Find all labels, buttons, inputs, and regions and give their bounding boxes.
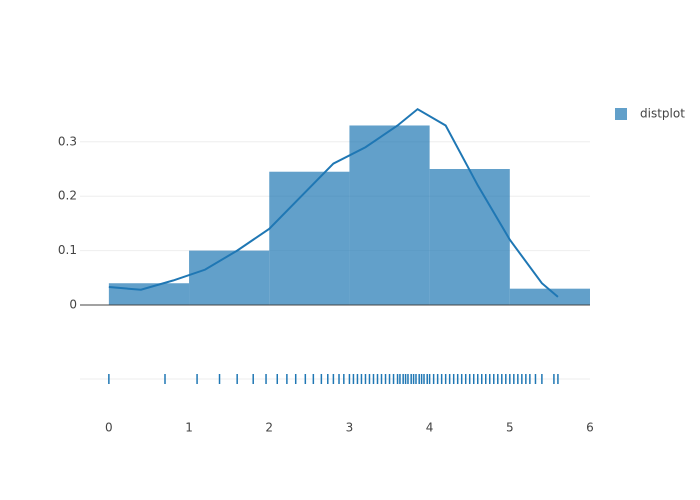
bar — [269, 171, 350, 305]
y-tick-label: 0.3 — [58, 134, 77, 148]
legend-label[interactable]: distplot — [640, 107, 685, 121]
bar — [509, 288, 590, 305]
bar — [429, 169, 510, 305]
x-tick-label: 6 — [586, 421, 594, 435]
x-tick-label: 1 — [185, 421, 193, 435]
x-tick-label: 3 — [346, 421, 354, 435]
bar — [349, 125, 430, 305]
legend-swatch[interactable] — [615, 108, 627, 120]
bar — [189, 250, 270, 305]
x-tick-label: 2 — [265, 421, 273, 435]
x-tick-label: 5 — [506, 421, 514, 435]
x-tick-label: 0 — [105, 421, 113, 435]
y-tick-label: 0.2 — [58, 189, 77, 203]
y-tick-label: 0.1 — [58, 243, 77, 257]
y-tick-label: 0 — [69, 298, 77, 312]
kde-line — [108, 107, 559, 298]
x-tick-label: 4 — [426, 421, 434, 435]
